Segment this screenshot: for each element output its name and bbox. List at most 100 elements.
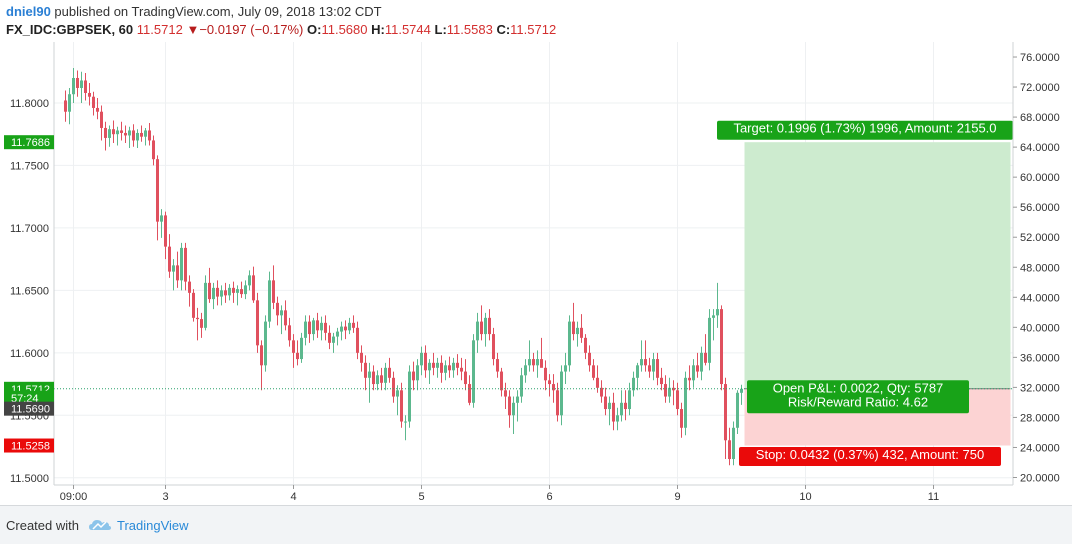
candle-body <box>324 322 327 333</box>
candle-body <box>548 380 551 385</box>
candle-body <box>560 371 563 416</box>
candle-body <box>312 320 315 335</box>
right-tick-label: 52.0000 <box>1020 232 1060 244</box>
candle-body <box>72 77 75 95</box>
candle-body <box>732 427 735 460</box>
candle-body <box>308 321 311 335</box>
candle-body <box>412 371 415 381</box>
stop-label-text: Stop: 0.0432 (0.37%) 432, Amount: 750 <box>756 447 984 462</box>
candle-body <box>516 396 519 403</box>
candle-body <box>360 352 363 363</box>
candle-body <box>228 287 231 296</box>
candle-body <box>436 362 439 368</box>
candle-body <box>616 415 619 422</box>
right-tick-label: 60.0000 <box>1020 172 1060 184</box>
candle-body <box>108 129 111 138</box>
candle-body <box>388 367 391 378</box>
pnl-label-box <box>747 380 969 414</box>
candle-body <box>216 287 219 297</box>
candle-body <box>716 309 719 316</box>
candle-body <box>592 365 595 378</box>
candle-body <box>700 352 703 372</box>
candle-body <box>348 322 351 331</box>
candle-body <box>96 107 99 112</box>
candle-body <box>476 321 479 341</box>
created-with-text: Created with <box>6 518 79 533</box>
candle-body <box>336 331 339 337</box>
candle-body <box>236 289 239 293</box>
candle-body <box>428 362 431 371</box>
candle-body <box>284 310 287 326</box>
symbol-label[interactable]: FX_IDC:GBPSEK, 60 <box>6 22 134 37</box>
right-tick-label: 44.0000 <box>1020 292 1060 304</box>
candle-body <box>112 129 115 135</box>
candle-body <box>460 367 463 372</box>
candle-body <box>444 365 447 373</box>
candle-body <box>464 371 467 385</box>
pnl-label-text: Risk/Reward Ratio: 4.62 <box>788 394 928 409</box>
candle-body <box>296 352 299 360</box>
candle-body <box>264 321 267 366</box>
candle-body <box>572 321 575 335</box>
published-text: published on TradingView.com, July 09, 2… <box>54 4 382 19</box>
right-tick-label: 72.0000 <box>1020 82 1060 94</box>
price-badge-box <box>4 390 54 405</box>
candle-body <box>136 132 139 141</box>
candle-body <box>156 159 159 222</box>
candle-body <box>584 337 587 353</box>
candle-body <box>532 359 535 366</box>
candle-body <box>92 96 95 108</box>
candle-body <box>688 377 691 381</box>
target-zone <box>744 142 1011 389</box>
candle-body <box>240 289 243 295</box>
candle-body <box>224 290 227 296</box>
candle-body <box>556 390 559 416</box>
price-chart[interactable]: Target: 0.1996 (1.73%) 1996, Amount: 215… <box>0 42 1072 505</box>
candle-body <box>696 365 699 372</box>
tradingview-link[interactable]: TradingView <box>117 518 189 533</box>
candle-body <box>160 215 163 222</box>
candle-body <box>76 77 79 88</box>
high-value: 11.5744 <box>384 22 431 37</box>
candle-body <box>580 327 583 338</box>
price-badge-box <box>4 438 54 453</box>
open-value: 11.5680 <box>321 22 368 37</box>
price-badge-box <box>4 401 54 416</box>
right-price-axis[interactable]: 76.0000 72.0000 68.0000 64.0000 60.0000 56.00… <box>1012 42 1060 485</box>
time-tick-label: 3 <box>162 491 168 503</box>
left-tick-label: 11.6000 <box>10 348 49 360</box>
candle-body <box>684 377 687 428</box>
chart-header: dniel90 published on TradingView.com, Ju… <box>0 0 1072 42</box>
candle-body <box>164 215 167 247</box>
candle-body <box>484 317 487 335</box>
candle-body <box>268 280 271 322</box>
right-tick-label: 76.0000 <box>1020 52 1060 64</box>
close-value: 11.5712 <box>510 22 557 37</box>
candle-body <box>500 371 503 391</box>
price-badge-text: 11.5258 <box>11 441 50 453</box>
candle-body <box>328 332 331 343</box>
candle-body <box>660 377 663 385</box>
candle-body <box>604 396 607 410</box>
candle-body <box>440 362 443 373</box>
candle-body <box>508 396 511 416</box>
candle-body <box>524 365 527 376</box>
candle-body <box>200 319 203 328</box>
author-link[interactable]: dniel90 <box>6 4 51 19</box>
candle-body <box>304 321 307 338</box>
candle-body <box>456 362 459 368</box>
candle-body <box>248 275 251 286</box>
time-axis[interactable]: 09:00 3 4 5 6 9 10 11 <box>54 484 1013 503</box>
right-tick-label: 28.0000 <box>1020 412 1060 424</box>
candle-body <box>212 287 215 300</box>
candle-body <box>116 130 119 135</box>
candle-body <box>376 375 379 385</box>
candle-body <box>128 130 131 136</box>
candle-body <box>564 365 567 372</box>
candle-body <box>664 384 667 397</box>
candle-body <box>392 377 395 397</box>
price-badge-text: 11.5690 <box>11 404 50 416</box>
candle-body <box>528 359 531 366</box>
candle-body <box>80 80 83 88</box>
candle-body <box>468 384 471 403</box>
